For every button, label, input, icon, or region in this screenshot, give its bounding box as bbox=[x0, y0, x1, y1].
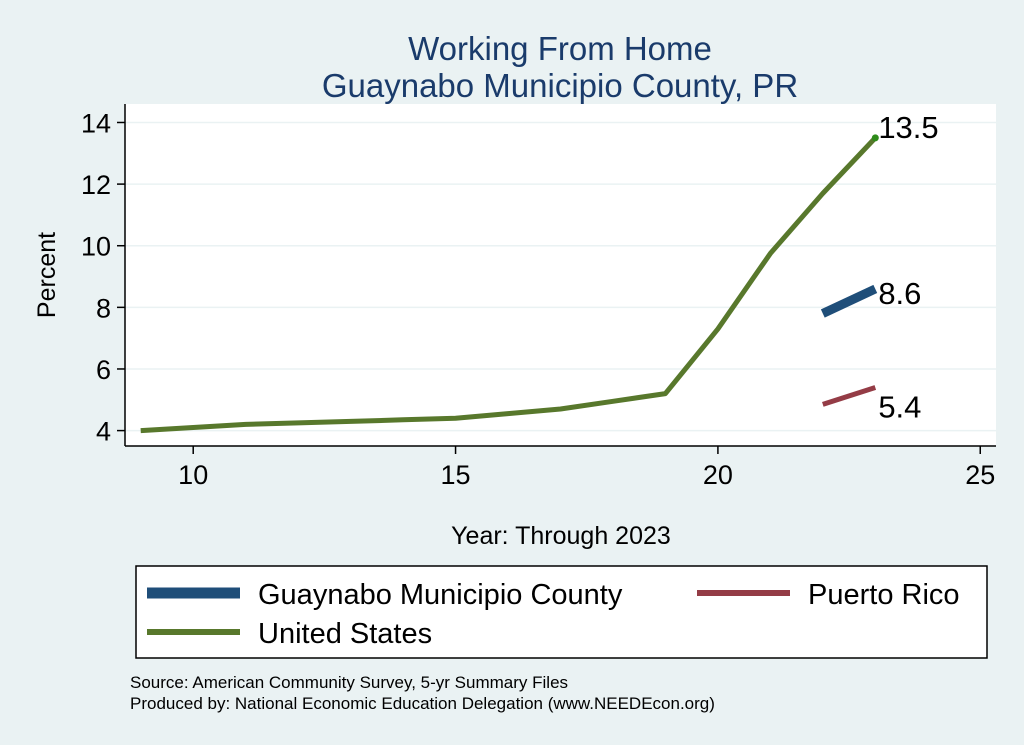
grid-lines bbox=[125, 121, 996, 432]
x-tick-label: 25 bbox=[965, 460, 995, 490]
y-tick-label: 6 bbox=[96, 355, 111, 385]
x-tick-label: 15 bbox=[441, 460, 471, 490]
x-tick-label: 20 bbox=[703, 460, 733, 490]
series-line-guaynabo-municipio-county bbox=[820, 284, 878, 318]
y-axis-label: Percent bbox=[33, 232, 61, 318]
end-label-guaynabo-municipio-county: 8.6 bbox=[878, 276, 921, 311]
legend-label-united-states: United States bbox=[258, 618, 432, 650]
y-tick-label: 4 bbox=[96, 417, 111, 447]
legend-label-puerto-rico: Puerto Rico bbox=[808, 579, 960, 611]
axes: 4 6 8 10 12 14 10 15 20 25 bbox=[81, 104, 996, 490]
y-tick-label: 8 bbox=[96, 293, 111, 323]
plot-area bbox=[125, 104, 996, 446]
end-label-united-states: 13.5 bbox=[878, 110, 938, 145]
source-note: Source: American Community Survey, 5-yr … bbox=[130, 673, 568, 692]
legend: Guaynabo Municipio County Puerto Rico Un… bbox=[135, 565, 988, 659]
y-tick-label: 12 bbox=[81, 170, 111, 200]
producer-note: Produced by: National Economic Education… bbox=[130, 694, 715, 713]
y-tick-label: 14 bbox=[81, 108, 111, 138]
x-axis-label: Year: Through 2023 bbox=[451, 522, 671, 550]
legend-label-guaynabo: Guaynabo Municipio County bbox=[258, 579, 623, 611]
chart-title: Working From Home bbox=[408, 30, 712, 67]
end-labels: 13.5 5.4 8.6 bbox=[871, 110, 939, 424]
series-line-puerto-rico bbox=[822, 385, 877, 407]
end-label-puerto-rico: 5.4 bbox=[878, 389, 921, 424]
series-lines bbox=[140, 136, 878, 434]
end-marker-united-states bbox=[871, 134, 879, 142]
legend-box bbox=[135, 565, 988, 659]
series-line-united-states bbox=[140, 136, 878, 434]
x-tick-label: 10 bbox=[178, 460, 208, 490]
y-tick-label: 10 bbox=[81, 232, 111, 262]
chart-subtitle: Guaynabo Municipio County, PR bbox=[322, 67, 798, 104]
